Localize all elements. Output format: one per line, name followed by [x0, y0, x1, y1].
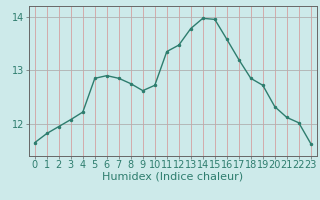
X-axis label: Humidex (Indice chaleur): Humidex (Indice chaleur) — [102, 172, 244, 182]
